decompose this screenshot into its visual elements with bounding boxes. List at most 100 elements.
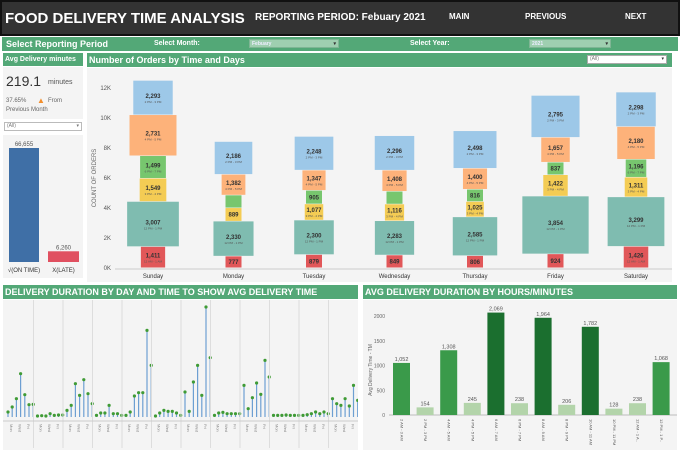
duration-point [225, 412, 229, 416]
status-bar [48, 251, 79, 262]
x-tick-label: Fri [144, 424, 149, 429]
duration-point [322, 410, 326, 414]
duration-point [301, 413, 305, 417]
month-select[interactable]: Febuary ▾ [249, 39, 339, 48]
hours-category-label: 2 AM - 3 AM [400, 419, 405, 441]
x-tick-label: Fri [55, 424, 60, 429]
y-tick-label: 8K [104, 146, 111, 152]
status-bar-label: 6,260 [56, 245, 72, 251]
x-tick-label: Wed [17, 424, 22, 432]
x-tick-label: Wed [135, 424, 140, 432]
order-slot-label: 12 PM - 1 PM [546, 227, 565, 231]
day-label: Friday [547, 274, 564, 280]
order-value-label: 3,007 [145, 220, 161, 226]
nav-next-button[interactable]: NEXT [625, 12, 647, 21]
duration-point [187, 409, 191, 413]
hours-bar [605, 408, 623, 415]
y-tick-label: 12K [100, 86, 111, 92]
x-tick-label: Wed [76, 424, 81, 432]
order-slot-label: 3 PM - 4 PM [145, 192, 162, 196]
order-value-label: 2,298 [628, 106, 644, 112]
duration-point [132, 394, 136, 398]
duration-point [280, 413, 284, 417]
orders-filter-value: (All) [590, 56, 599, 62]
duration-point [242, 383, 246, 387]
order-segment [547, 162, 564, 175]
hours-category-label: 2 PM - 3 PM [423, 419, 428, 441]
year-select[interactable]: 2021 ▾ [529, 39, 611, 48]
order-value-label: 2,731 [145, 132, 161, 138]
order-value-label: 1,196 [628, 164, 644, 170]
duration-point [330, 397, 335, 401]
hours-bar-label: 128 [609, 403, 618, 409]
x-tick-label: Wed [165, 424, 170, 432]
month-label: Select Month: [154, 40, 200, 47]
duration-point [318, 412, 322, 416]
order-value-label: 2,585 [467, 233, 483, 239]
hours-category-label: 10 PM - 11 PM [612, 419, 617, 445]
y-axis-label: COUNT OF ORDERS [92, 149, 98, 208]
order-value-label: 2,795 [548, 113, 564, 119]
status-category-label: X(LATE) [52, 268, 75, 274]
duration-point [52, 413, 56, 417]
x-tick-label: Mon [334, 424, 339, 432]
duration-point [170, 409, 174, 413]
order-segment [374, 221, 415, 255]
nav-previous-button[interactable]: PREVIOUS [525, 12, 567, 21]
order-value-label: 849 [389, 260, 400, 266]
nav-main-button[interactable]: MAIN [449, 12, 470, 21]
order-slot-label: 12 PM - 1 PM [627, 224, 646, 228]
kpi-value: 219.1 [6, 73, 42, 89]
duration-point [111, 412, 115, 416]
hours-chart-title: AVG DELIVERY DURATION BY HOURS/MINUTES [363, 285, 677, 299]
duration-point [191, 380, 195, 384]
y-tick-label: 0K [104, 266, 111, 272]
duration-point [250, 396, 254, 400]
hours-category-label: 4 AM - 5 AM [447, 419, 452, 441]
order-slot-label: 12 AM - 1 AM [144, 259, 163, 263]
hours-category-label: 8 PM - 9 PM [565, 419, 570, 441]
order-slot-label: 3 PM - 4 PM [628, 189, 645, 193]
status-category-label: √(ON TIME) [8, 267, 40, 274]
x-tick-label: Fri [85, 424, 90, 429]
order-segment [616, 92, 656, 127]
duration-point [99, 411, 103, 415]
status-filter-select[interactable]: (All) ▾ [4, 122, 82, 131]
x-tick-label: Fri [203, 424, 208, 429]
kpi-card: 219.1 minutes 37.65% ▲ From Previous Mon… [3, 67, 83, 119]
orders-filter-select[interactable]: (All) ▾ [587, 55, 667, 64]
x-tick-label: Wed [47, 424, 52, 432]
hours-bar-label: 1,308 [442, 344, 456, 350]
hours-bar [558, 404, 576, 415]
x-tick-label: Mon [9, 424, 14, 432]
duration-point [339, 403, 343, 407]
order-segment [467, 255, 483, 268]
duration-point [305, 413, 309, 417]
header-bar: FOOD DELIVERY TIME ANALYSIS REPORTING PE… [0, 0, 680, 36]
day-label: Thursday [462, 274, 487, 280]
duration-point [351, 383, 356, 387]
chevron-down-icon: ▾ [333, 41, 336, 47]
x-tick-label: Fri [26, 424, 31, 429]
duration-point [27, 403, 31, 407]
order-value-label: 2,180 [628, 139, 644, 145]
order-segment [624, 177, 648, 197]
order-segment [221, 174, 246, 195]
duration-point [271, 413, 276, 417]
order-value-label: 2,300 [306, 234, 322, 240]
duration-point [255, 381, 259, 385]
order-slot-label: 4 PM - 5 PM [547, 152, 564, 156]
duration-point [233, 412, 238, 416]
order-slot-label: 12 PM - 1 PM [466, 239, 485, 243]
order-slot-label: 2 PM - 3 PM [306, 156, 323, 160]
duration-point [94, 413, 99, 417]
order-segment [452, 217, 498, 256]
order-slot-label: 4 PM - 5 PM [306, 182, 323, 186]
order-slot-label: 12 PM - 1 PM [385, 240, 404, 244]
hours-bar [534, 317, 552, 415]
order-value-label: 837 [550, 167, 561, 173]
order-value-label: 1,077 [306, 208, 322, 214]
duration-point [107, 403, 111, 407]
duration-point [259, 392, 263, 396]
x-tick-label: Wed [224, 424, 229, 432]
